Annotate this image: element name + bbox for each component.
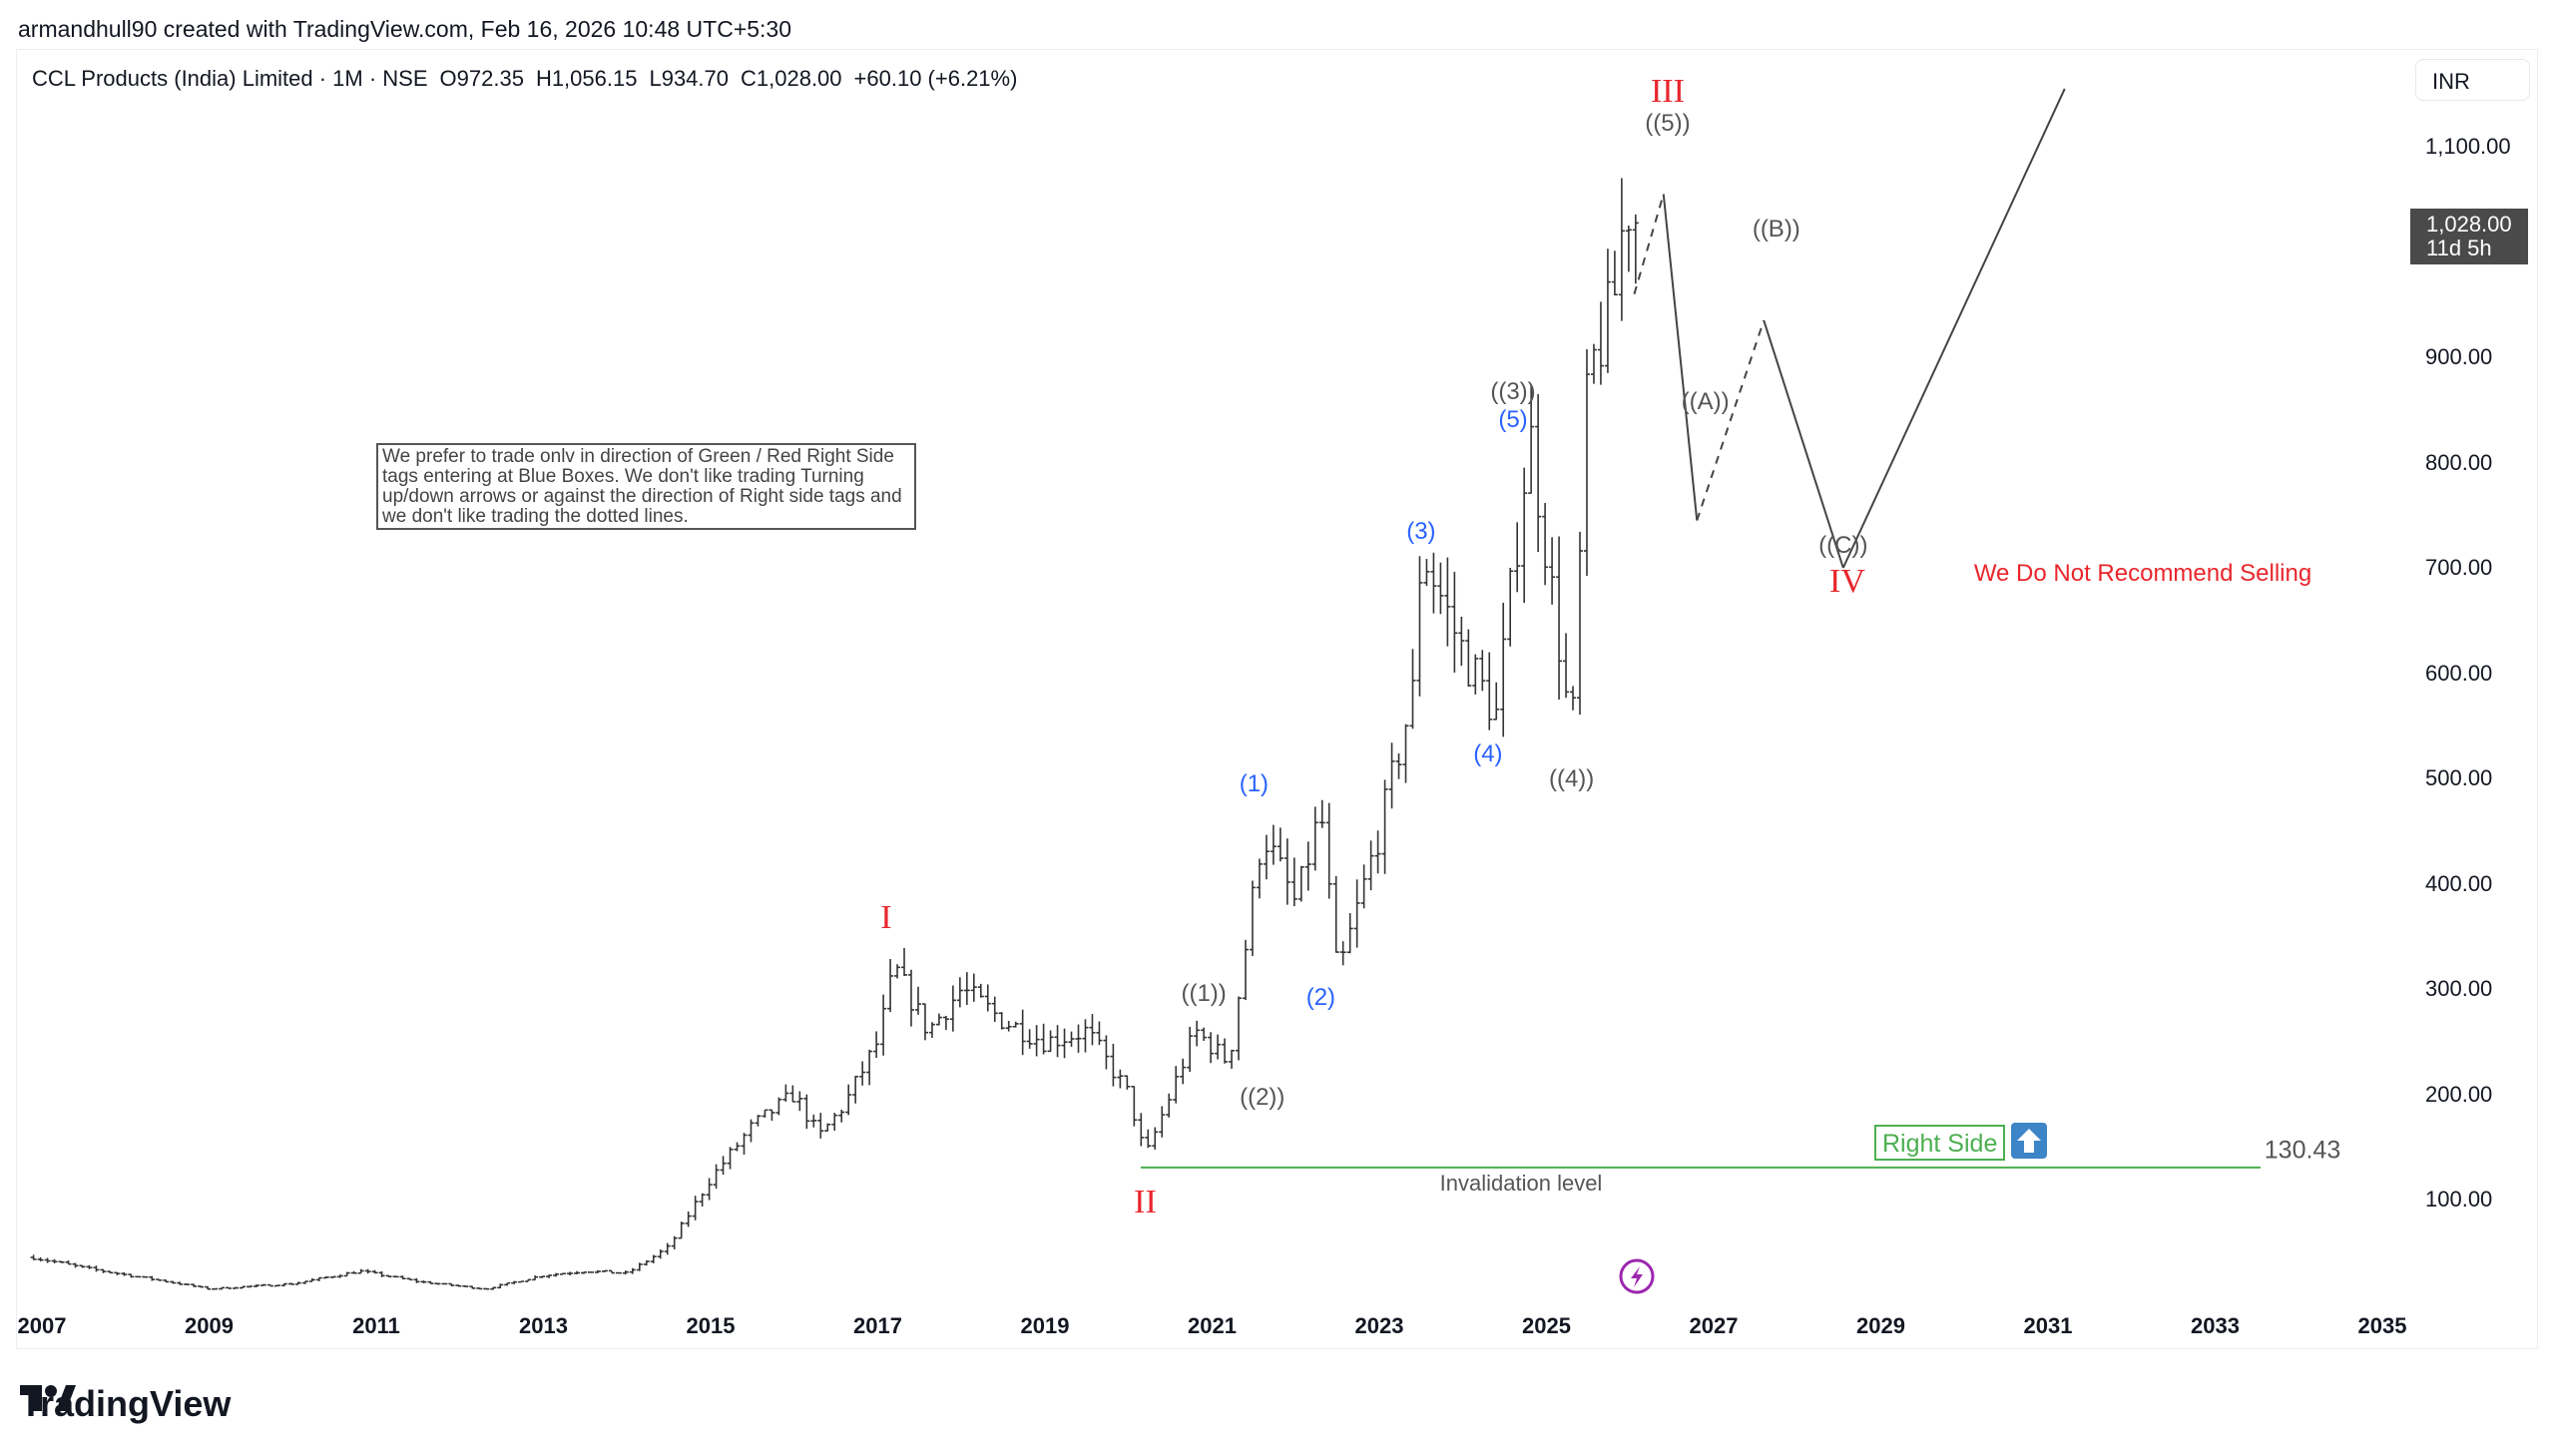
wave-label: ((4)) (1548, 765, 1595, 793)
price-tick: 600.00 (2425, 660, 2493, 686)
price-tick: 300.00 (2425, 976, 2493, 1001)
wave-label: IV (1829, 562, 1865, 600)
time-tick: 2007 (17, 1313, 67, 1338)
wave-label: (4) (1473, 739, 1503, 767)
time-tick: 2023 (1354, 1313, 1404, 1338)
low-value: L934.70 (649, 66, 729, 91)
symbol-legend: CCL Products (India) Limited · 1M · NSE O… (32, 66, 1029, 92)
wave-label: III (1650, 73, 1685, 111)
time-tick: 2013 (519, 1313, 568, 1338)
wave-label: ((2)) (1240, 1083, 1285, 1111)
open-value: O972.35 (439, 66, 524, 91)
projection-line (1763, 319, 1844, 569)
wave-label: (5) (1498, 406, 1528, 434)
projection-dashed-line (1633, 194, 1665, 294)
last-price: 1,028.00 (2426, 212, 2512, 237)
invalidation-label: Invalidation level (1439, 1171, 1603, 1196)
invalidation-value: 130.43 (2264, 1136, 2341, 1165)
chart-pane[interactable] (16, 49, 2538, 1349)
close-value: C1,028.00 (741, 66, 842, 91)
tradingview-logo-icon (20, 1385, 76, 1411)
last-price-label: 1,028.00 11d 5h (2410, 209, 2528, 264)
symbol-name[interactable]: CCL Products (India) Limited · 1M · NSE (32, 66, 428, 91)
recommendation-text: We Do Not Recommend Selling (1973, 560, 2312, 587)
price-tick: 900.00 (2425, 344, 2493, 369)
price-tick: 100.00 (2425, 1187, 2493, 1212)
price-tick: 700.00 (2425, 555, 2493, 580)
time-tick: 2015 (686, 1313, 736, 1338)
wave-label: ((A)) (1681, 388, 1730, 416)
time-tick: 2029 (1856, 1313, 1905, 1338)
time-tick: 2035 (2357, 1313, 2407, 1338)
price-tick: 200.00 (2425, 1081, 2493, 1107)
wave-label: (2) (1305, 984, 1336, 1012)
tradingview-logo[interactable]: TradingView (20, 1383, 231, 1425)
wave-label: ((5)) (1645, 109, 1691, 137)
right-side-tag: Right Side (1874, 1125, 2006, 1161)
wave-label: ((B)) (1752, 216, 1800, 243)
price-tick: 800.00 (2425, 449, 2493, 475)
wave-label: ((3)) (1490, 377, 1536, 405)
price-tick: 500.00 (2425, 765, 2493, 790)
time-tick: 2025 (1522, 1313, 1571, 1338)
projection-line (1841, 88, 2066, 569)
wave-label: (1) (1239, 770, 1270, 798)
currency-button[interactable]: INR (2415, 59, 2530, 101)
wave-label: (3) (1406, 518, 1436, 546)
chart-credit: armandhull90 created with TradingView.co… (18, 16, 792, 42)
projection-dashed-line (1696, 319, 1766, 521)
wave-label: I (880, 899, 892, 937)
time-tick: 2021 (1188, 1313, 1237, 1338)
time-tick: 2033 (2191, 1313, 2240, 1338)
wave-label: II (1134, 1184, 1157, 1221)
change-value: +60.10 (+6.21%) (853, 66, 1018, 91)
time-tick: 2031 (2023, 1313, 2073, 1338)
time-tick: 2011 (352, 1313, 400, 1338)
price-tick: 1,100.00 (2425, 134, 2511, 159)
bar-countdown: 11d 5h (2426, 236, 2492, 260)
time-tick: 2017 (853, 1313, 902, 1338)
trading-note: We prefer to trade onlv in direction of … (376, 443, 916, 530)
wave-label: ((C)) (1818, 531, 1868, 559)
price-tick: 400.00 (2425, 870, 2493, 896)
projection-line (1662, 194, 1699, 521)
lightning-icon[interactable] (1618, 1257, 1656, 1295)
time-tick: 2027 (1689, 1313, 1739, 1338)
high-value: H1,056.15 (535, 66, 638, 91)
arrow-up-icon (2011, 1123, 2047, 1159)
time-tick: 2009 (185, 1313, 234, 1338)
wave-label: ((1)) (1181, 980, 1227, 1008)
time-tick: 2019 (1020, 1313, 1070, 1338)
